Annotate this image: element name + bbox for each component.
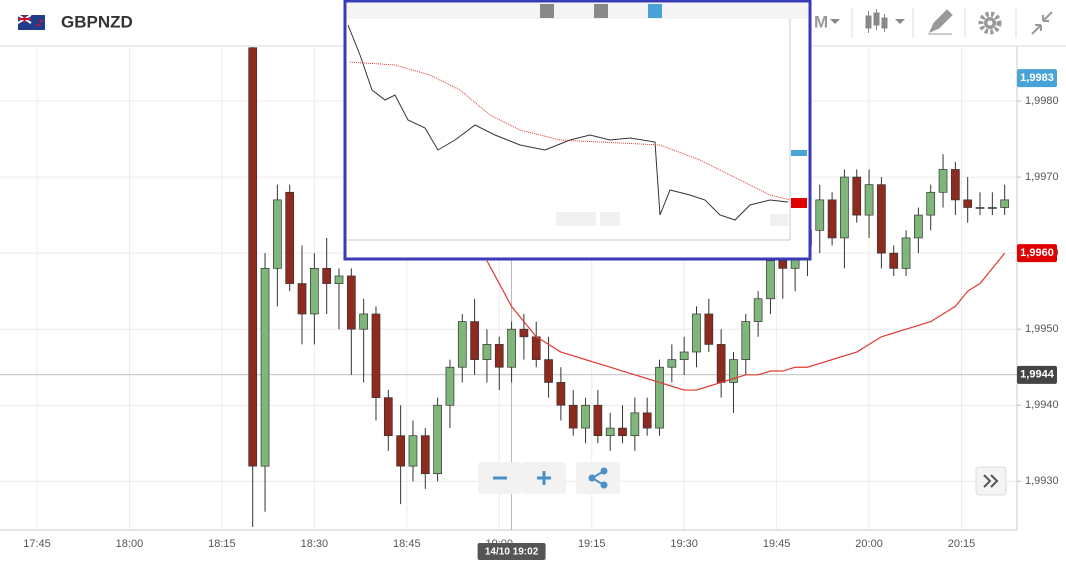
candle-body: [729, 359, 738, 383]
candle-body: [864, 184, 874, 216]
price-badge: [1017, 69, 1057, 88]
zoom-in-button[interactable]: [522, 462, 566, 494]
x-tick-label: 17:45: [23, 538, 51, 550]
candle-body: [593, 404, 603, 437]
candle-body: [531, 336, 541, 360]
candle-body: [457, 321, 467, 368]
candle-body: [371, 313, 381, 399]
chart-type-button[interactable]: [865, 9, 905, 33]
candle-body: [889, 252, 899, 269]
price-badge: [1017, 244, 1057, 263]
candle-body: [556, 382, 566, 406]
x-tick-label: 19:30: [670, 538, 698, 550]
candle-body: [322, 267, 332, 284]
candle-body: [507, 328, 516, 368]
crosshair-time-badge: [477, 543, 546, 560]
flag: [17, 14, 45, 30]
candle-body: [716, 344, 726, 383]
price-badge: [1017, 365, 1057, 384]
candle-body: [260, 267, 270, 467]
candle-body: [987, 207, 997, 209]
timeframe-button[interactable]: M: [814, 12, 828, 31]
candle-body: [482, 344, 492, 360]
collapse-button[interactable]: [1031, 11, 1053, 35]
candle-body: [568, 404, 578, 429]
candle-body: [655, 366, 664, 429]
candle-body: [766, 260, 775, 300]
share-button[interactable]: [576, 462, 620, 494]
symbol-title: GBPNZD: [61, 12, 133, 31]
candle-body: [840, 176, 849, 239]
settings-button[interactable]: [978, 11, 1002, 35]
candle-body: [359, 313, 369, 330]
candle-body: [297, 283, 307, 315]
price-badge-label: 1,9983: [1020, 72, 1054, 84]
candle-body: [704, 313, 714, 345]
candle-body: [346, 275, 356, 330]
candle-body: [605, 427, 615, 437]
candle-body: [470, 321, 479, 360]
candle-body: [248, 47, 258, 467]
x-tick-label: 18:00: [116, 538, 144, 550]
scroll-end-button[interactable]: [975, 466, 1007, 496]
overview-inset: [343, 0, 812, 261]
candle-body: [396, 435, 405, 467]
candle-body: [273, 199, 282, 269]
candle-body: [938, 169, 948, 193]
y-tick-label: 1,9950: [1025, 323, 1059, 335]
candle-body: [408, 435, 418, 467]
x-tick-label: 19:45: [763, 538, 791, 550]
y-tick-label: 1,9980: [1025, 95, 1059, 107]
x-tick-label: 20:15: [948, 538, 976, 550]
candle-body: [642, 412, 652, 429]
candle-body: [741, 321, 751, 360]
zoom-out-button[interactable]: [478, 462, 522, 494]
candle-body: [901, 237, 911, 269]
x-tick-label: 19:15: [578, 538, 606, 550]
candle-body: [827, 199, 837, 239]
candle-body: [334, 275, 344, 284]
price-badge-label: 1,9944: [1020, 369, 1055, 381]
x-tick-label: 18:15: [208, 538, 236, 550]
candle-body: [679, 351, 689, 360]
candle-body: [433, 404, 442, 475]
candle-body: [630, 412, 640, 437]
candle-body: [926, 191, 936, 216]
candle-body: [778, 260, 788, 269]
candle-body: [877, 184, 886, 254]
candle-body: [1000, 199, 1010, 208]
candle-body: [309, 267, 319, 315]
candle-body: [963, 199, 973, 208]
moving-average-line: [486, 252, 1006, 391]
candle-body: [494, 344, 504, 368]
price-badge-label: 1,9960: [1020, 247, 1054, 259]
candle-body: [692, 313, 701, 353]
candle-body: [975, 207, 985, 209]
candle-body: [383, 397, 393, 437]
crosshair-time-label: 14/10 19:02: [485, 547, 539, 558]
x-tick-label: 18:30: [301, 538, 329, 550]
draw-button[interactable]: [928, 9, 953, 35]
candle-body: [852, 176, 862, 216]
candle-body: [544, 359, 553, 383]
y-tick-label: 1,9930: [1025, 475, 1059, 487]
candle-body: [815, 199, 825, 231]
y-tick-label: 1,9940: [1025, 399, 1059, 411]
x-tick-label: 20:00: [855, 538, 883, 550]
y-tick-label: 1,9970: [1025, 171, 1059, 183]
candle-body: [581, 404, 590, 429]
candle-body: [285, 191, 295, 284]
candle-body: [445, 366, 455, 406]
candle-body: [667, 359, 677, 368]
candle-body: [951, 169, 960, 201]
x-tick-label: 18:45: [393, 538, 421, 550]
candle-body: [618, 427, 627, 437]
dropdown-arrow[interactable]: [830, 19, 840, 24]
candle-body: [420, 435, 430, 475]
candle-body: [914, 214, 923, 239]
candle-body: [753, 298, 763, 322]
candle-body: [519, 328, 529, 338]
